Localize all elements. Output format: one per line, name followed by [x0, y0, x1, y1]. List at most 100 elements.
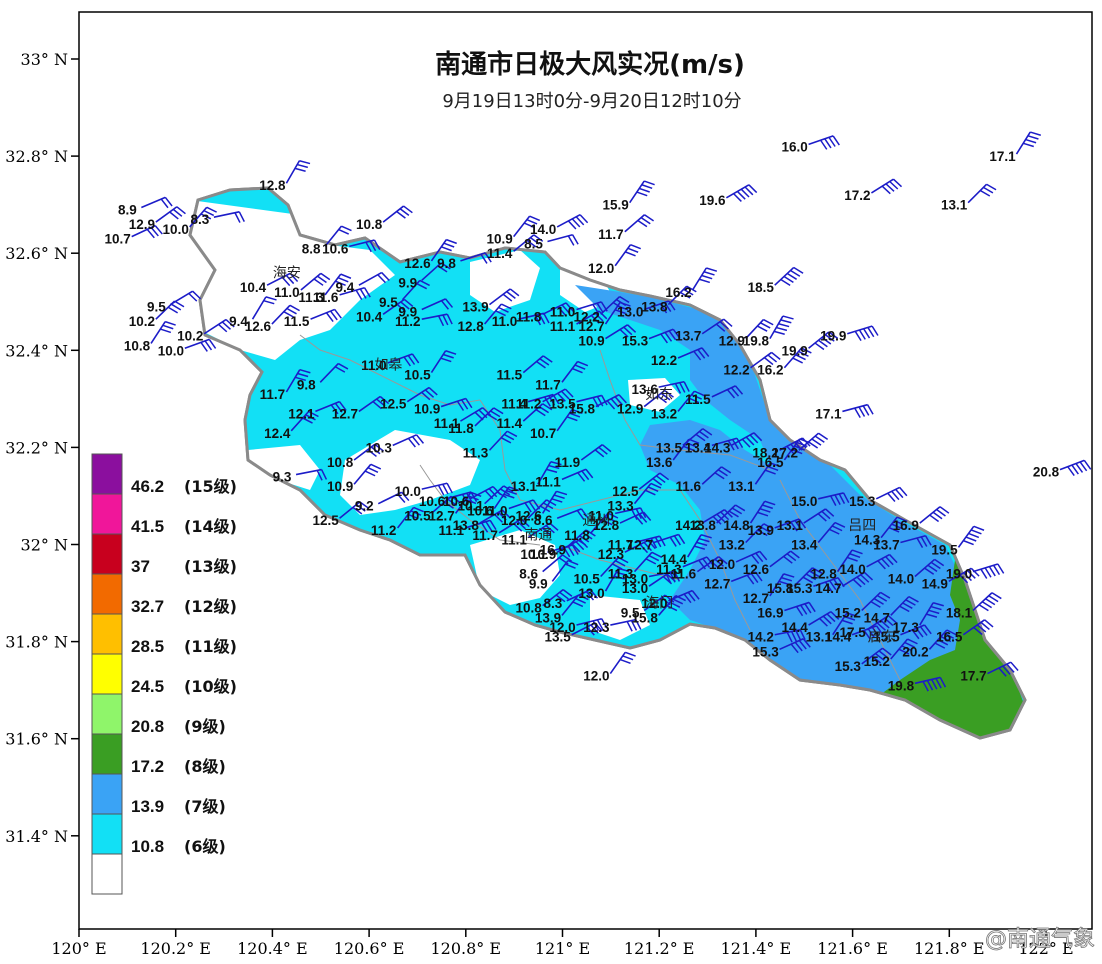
station-value: 12.4: [264, 426, 291, 441]
station-value: 11.1: [501, 533, 527, 548]
wind-barb: [561, 360, 589, 383]
wind-barb: [406, 386, 438, 403]
station-value: 10.0: [158, 343, 184, 358]
y-tick-label: 32° N: [21, 536, 68, 555]
station-value: 13.1: [777, 518, 804, 533]
station-value: 13.5: [545, 630, 572, 645]
station-value: 8.9: [118, 203, 137, 218]
station-value: 12.6: [404, 256, 431, 271]
wind-barb: [353, 443, 384, 461]
station-value: 17.1: [989, 149, 1016, 164]
station-value: 11.2: [516, 397, 542, 412]
station-value: 13.9: [748, 523, 774, 538]
station-value: 12.6: [743, 562, 770, 577]
x-tick-label: 121.2° E: [624, 939, 695, 958]
wind-barb: [479, 509, 511, 524]
place-name: 海安: [273, 265, 301, 281]
station-value: 12.5: [612, 484, 639, 499]
station-value: 13.2: [719, 538, 745, 553]
wind-barb: [851, 625, 884, 640]
wind-barb: [401, 279, 430, 301]
place-name: 通州: [582, 513, 610, 529]
station-value: 15.8: [632, 610, 659, 625]
wind-barb: [440, 397, 473, 411]
station-value: 13.1: [941, 198, 968, 213]
land-area: [188, 186, 1027, 740]
wind-barb: [914, 676, 947, 692]
station-value: 9.5: [621, 605, 640, 620]
station-value: 11.7: [598, 227, 624, 242]
station-value: 10.8: [327, 455, 354, 470]
station-value: 9.8: [437, 256, 456, 271]
station-value: 13.0: [622, 571, 648, 586]
station-value: 12.3: [583, 620, 610, 635]
station-value: 8.3: [190, 212, 209, 227]
wind-barb: [624, 539, 656, 554]
wind-barb: [576, 310, 608, 325]
station-value: 10.9: [530, 547, 556, 562]
wind-barb: [1059, 459, 1092, 477]
station-value: 13.9: [462, 300, 488, 315]
y-tick-label: 33° N: [21, 50, 68, 69]
x-tick-label: 121° E: [535, 939, 590, 958]
station-value: 13.8: [641, 300, 668, 315]
wind-barb: [271, 304, 300, 325]
x-tick-label: 121.8° E: [914, 939, 985, 958]
station-value: 20.2: [902, 644, 928, 659]
legend-swatch: [91, 773, 123, 815]
station-value: 11.9: [555, 455, 581, 470]
station-value: 12.0: [588, 261, 614, 276]
wind-barb: [629, 180, 655, 204]
wind-barb: [745, 318, 774, 340]
wind-barb: [339, 286, 371, 300]
wind-barb: [677, 347, 710, 361]
station-value: 8.6: [534, 513, 553, 528]
wind-barb: [377, 491, 410, 505]
legend-value: 41.5: [131, 517, 164, 536]
y-tick-label: 32.8° N: [5, 147, 68, 166]
station-value: 11.3: [298, 290, 324, 305]
wind-barb: [749, 500, 776, 524]
wind-barb: [769, 315, 794, 339]
wind-barb: [614, 244, 642, 267]
station-value: 11.0: [492, 314, 518, 329]
legend-level: (11级): [184, 637, 237, 656]
wind-barb: [890, 595, 919, 616]
x-tick-label: 120.6° E: [334, 939, 405, 958]
wind-barb: [638, 472, 670, 490]
wind-barb: [319, 362, 349, 383]
station-value: 13.1: [806, 630, 833, 645]
station-value: 17.1: [815, 406, 842, 421]
station-value: 15.0: [791, 494, 817, 509]
station-value: 13.1: [511, 479, 538, 494]
wind-barb: [861, 591, 891, 612]
wind-barb: [696, 556, 728, 573]
wind-barb: [798, 432, 829, 451]
station-value: 15.8: [767, 581, 794, 596]
station-value: 12.3: [598, 547, 625, 562]
station-value: 10.4: [240, 280, 267, 295]
station-value: 12.7: [428, 508, 454, 523]
wind-barb: [430, 238, 457, 262]
station-value: 11.4: [497, 416, 523, 431]
coast-line: [188, 186, 1027, 740]
station-value: 18.5: [748, 280, 775, 295]
station-value: 9.5: [147, 300, 166, 315]
station-value: 16.5: [936, 630, 963, 645]
station-value: 14.0: [530, 222, 556, 237]
wind-barb: [842, 571, 874, 588]
wind-barb: [682, 556, 715, 570]
station-value: 17.5: [839, 625, 866, 640]
wind-barb: [542, 302, 574, 316]
station-value: 14.7: [864, 610, 890, 625]
wind-barb: [324, 225, 352, 247]
station-value: 11.8: [516, 309, 542, 324]
station-value: 9.3: [273, 470, 292, 485]
wind-barb: [600, 556, 629, 578]
wind-barb: [542, 588, 573, 607]
wind-barb: [750, 351, 781, 369]
station-value: 19.9: [820, 329, 846, 344]
wind-barb: [465, 519, 497, 533]
wind-barb: [769, 573, 795, 597]
